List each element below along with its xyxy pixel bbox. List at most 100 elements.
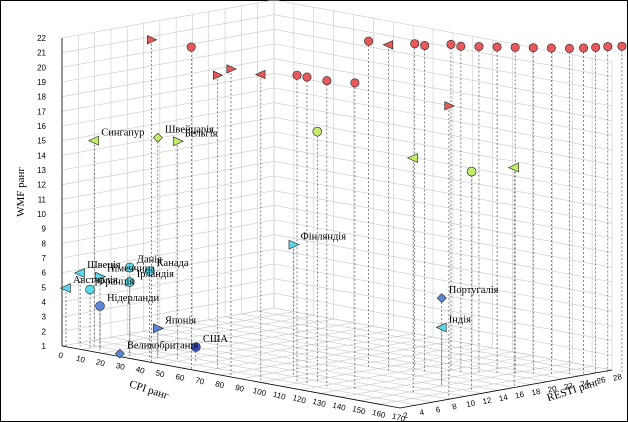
wall-grid-line xyxy=(61,58,275,97)
x-tick-label: 80 xyxy=(214,379,225,390)
z-tick-label: 15 xyxy=(37,137,46,146)
floor-grid-line xyxy=(81,311,294,350)
wall-grid-line xyxy=(61,87,275,127)
wall-grid-line xyxy=(273,0,613,63)
x-tick-label: 160 xyxy=(371,408,387,420)
y-tick-label: 10 xyxy=(465,398,476,409)
floor-grid-line xyxy=(176,325,515,388)
y-tick-label: 28 xyxy=(612,372,623,383)
wall-grid-line xyxy=(61,14,275,53)
point-label: Канада xyxy=(157,258,189,269)
x-tick-label: 130 xyxy=(312,397,328,409)
data-point xyxy=(186,42,196,52)
wall-grid-line xyxy=(61,43,275,83)
data-point xyxy=(350,78,360,88)
wall-grid-line xyxy=(61,190,275,229)
data-point xyxy=(420,41,430,51)
floor-grid-line xyxy=(380,366,593,405)
grid-layer xyxy=(61,0,613,409)
y-tick-label: 2 xyxy=(402,411,409,421)
data-point xyxy=(436,293,447,304)
wall-grid-line xyxy=(61,73,275,112)
y-tick-label: 4 xyxy=(419,408,426,418)
x-tick-label: 50 xyxy=(155,368,166,379)
wall-grid-line xyxy=(61,293,275,332)
wall-grid-line xyxy=(61,249,275,288)
data-point xyxy=(466,166,477,177)
point-label: Індія xyxy=(449,314,471,325)
wall-grid-line xyxy=(273,117,613,180)
y-tick-label: 22 xyxy=(563,381,574,392)
point-label: Нідерланди xyxy=(107,293,159,304)
data-point xyxy=(212,70,224,80)
data-point xyxy=(579,43,589,53)
x-tick-label: 10 xyxy=(75,354,86,365)
y-tick-label: 8 xyxy=(451,402,458,412)
wall-grid-line xyxy=(273,14,613,77)
z-tick-label: 7 xyxy=(42,254,47,263)
y-tick-label: 24 xyxy=(580,378,591,389)
data-point xyxy=(146,35,158,45)
data-point xyxy=(226,64,237,74)
y-tick-label: 26 xyxy=(596,375,607,386)
wall-grid-line xyxy=(61,307,275,347)
wall-grid-line xyxy=(61,161,275,200)
point-label: США xyxy=(203,334,229,345)
points-layer xyxy=(59,35,627,359)
floor-grid-line xyxy=(141,322,354,361)
wall-grid-line xyxy=(61,205,275,244)
data-point xyxy=(603,42,613,52)
x-tick-label: 60 xyxy=(174,372,185,383)
point-label: Сингапур xyxy=(101,128,144,139)
point-label: Швейцарія xyxy=(165,125,214,136)
z-tick-label: 1 xyxy=(42,342,47,351)
floor-grid-line xyxy=(340,358,553,398)
floor-grid-line xyxy=(121,318,334,358)
data-point xyxy=(59,283,71,294)
data-point xyxy=(95,301,105,311)
floor-grid-line xyxy=(201,333,414,372)
floor-grid-line xyxy=(360,362,573,402)
point-label: Франція xyxy=(97,277,134,288)
data-point xyxy=(114,348,125,359)
floor-grid-line xyxy=(257,310,596,374)
z-tick-label: 2 xyxy=(42,327,47,336)
floor-grid-line xyxy=(240,340,453,380)
wall-grid-line xyxy=(273,58,613,121)
floor-grid-line xyxy=(161,325,374,365)
wall-grid-line xyxy=(61,117,275,156)
wall-grid-line xyxy=(61,146,275,185)
wall-grid-line xyxy=(273,146,613,209)
wall-grid-line xyxy=(273,131,613,195)
data-point xyxy=(302,72,312,82)
data-point xyxy=(322,76,332,86)
floor-grid-line xyxy=(280,347,493,387)
wall-grid-line xyxy=(273,73,613,136)
wall-grid-line xyxy=(273,234,613,297)
data-point xyxy=(444,101,455,111)
floor-grid-line xyxy=(78,342,417,406)
floor-grid-line xyxy=(94,339,433,403)
y-tick-label: 6 xyxy=(435,405,442,415)
data-point xyxy=(172,136,184,147)
x-tick-label: 70 xyxy=(194,376,205,387)
data-point xyxy=(410,39,420,49)
point-label: Швеція xyxy=(87,260,121,271)
wall-grid-line xyxy=(273,205,613,268)
wall-grid-line xyxy=(273,219,613,283)
floor-grid-line xyxy=(260,344,473,383)
point-label: Ірландія xyxy=(137,269,174,280)
z-tick-label: 14 xyxy=(37,151,46,160)
data-point xyxy=(87,135,100,146)
wall-grid-line xyxy=(61,175,275,215)
floor-grid-line xyxy=(320,355,533,394)
z-tick-label: 21 xyxy=(37,49,46,58)
data-point xyxy=(446,39,456,49)
point-label: Німеччина xyxy=(107,264,155,275)
data-point xyxy=(125,277,135,287)
wall-grid-line xyxy=(61,102,275,141)
floor-grid-line xyxy=(181,329,394,369)
wall-grid-line xyxy=(61,234,275,273)
wall-grid-line xyxy=(61,0,275,39)
z-tick-label: 19 xyxy=(37,78,46,87)
